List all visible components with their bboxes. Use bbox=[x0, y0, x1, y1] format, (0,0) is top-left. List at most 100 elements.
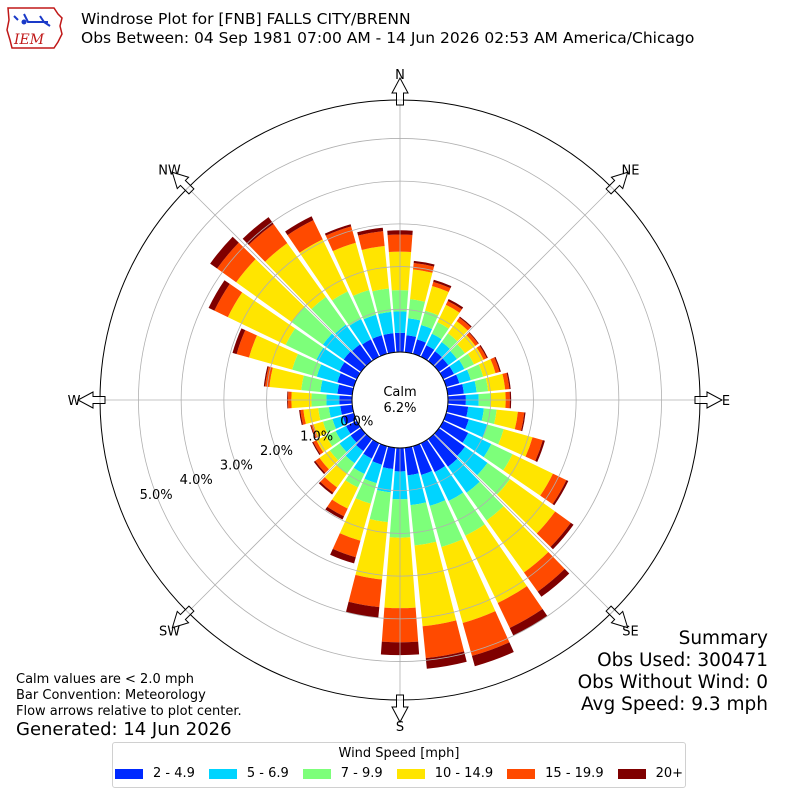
bar-segment bbox=[318, 481, 334, 495]
bar-segment bbox=[364, 461, 382, 484]
bar-segment bbox=[210, 236, 239, 269]
bar-segment bbox=[336, 455, 355, 474]
bar-segment bbox=[325, 506, 344, 520]
bar-segment bbox=[459, 316, 472, 328]
bar-segment bbox=[315, 457, 329, 473]
legend-label: 5 - 6.9 bbox=[246, 766, 289, 781]
flow-arrow-icon bbox=[76, 391, 106, 409]
bar-segment bbox=[248, 224, 288, 262]
legend-item: 2 - 4.9 bbox=[114, 766, 195, 781]
bar-segment bbox=[324, 224, 352, 236]
bar-segment bbox=[497, 479, 556, 534]
bar-segment bbox=[413, 262, 435, 273]
bar-segment bbox=[355, 518, 388, 580]
bar-segment bbox=[523, 552, 565, 592]
bar-segment bbox=[339, 362, 361, 380]
bar-segment bbox=[514, 411, 525, 431]
bar-segment bbox=[412, 339, 426, 357]
radial-tick-label: 2.0% bbox=[260, 444, 293, 459]
chart-title: Windrose Plot for [FNB] FALLS CITY/BRENN bbox=[81, 10, 411, 28]
bar-segment bbox=[428, 434, 458, 467]
bar-segment bbox=[428, 351, 442, 366]
bar-segment bbox=[429, 500, 463, 547]
bar-segment bbox=[434, 428, 465, 456]
grid-spoke bbox=[433, 187, 613, 367]
bar-segment bbox=[474, 378, 489, 393]
bar-segment bbox=[320, 477, 338, 493]
bar-segment bbox=[494, 409, 518, 430]
legend-label: 10 - 14.9 bbox=[434, 766, 494, 781]
bar-segment bbox=[345, 445, 364, 464]
flow-arrow-icon bbox=[694, 391, 724, 409]
logo-text: IEM bbox=[13, 32, 45, 48]
bar-segment bbox=[448, 492, 485, 536]
bar-segment bbox=[329, 443, 347, 461]
bar-segment bbox=[506, 372, 511, 390]
bar-segment bbox=[521, 412, 526, 432]
bar-segment bbox=[328, 405, 342, 418]
bar-segment bbox=[447, 321, 468, 342]
bar-segment bbox=[316, 347, 345, 371]
legend-swatch bbox=[114, 768, 143, 779]
bar-segment bbox=[552, 480, 569, 506]
bar-segment bbox=[313, 460, 326, 475]
bar-segment bbox=[382, 446, 396, 470]
bar-segment bbox=[339, 498, 371, 541]
legend-swatch bbox=[617, 768, 646, 779]
bar-segment bbox=[332, 480, 358, 509]
bar-segment bbox=[285, 216, 314, 236]
legend-swatch bbox=[302, 768, 331, 779]
bar-segment bbox=[377, 467, 394, 493]
bar-segment bbox=[349, 319, 371, 345]
direction-label: W bbox=[68, 394, 81, 409]
bar-segment bbox=[490, 357, 500, 374]
bar-segment bbox=[372, 335, 388, 357]
bar-segment bbox=[285, 328, 324, 360]
bar-segment bbox=[422, 620, 465, 659]
bar-segment bbox=[413, 260, 435, 267]
bar-segment bbox=[537, 568, 570, 597]
note-bar-convention: Bar Convention: Meteorology bbox=[16, 688, 206, 703]
bar-segment bbox=[441, 539, 496, 624]
bar-segment bbox=[318, 407, 331, 421]
direction-label: S bbox=[396, 720, 404, 735]
bar-segment bbox=[313, 421, 328, 437]
summary-obs-used: Obs Used: 300471 bbox=[597, 650, 768, 671]
flow-arrow-shape bbox=[391, 694, 409, 724]
bar-segment bbox=[442, 350, 458, 366]
bar-segment bbox=[299, 409, 303, 426]
bar-segment bbox=[482, 424, 504, 445]
bar-segment bbox=[406, 318, 421, 337]
generated-date: Generated: 14 Jun 2026 bbox=[16, 719, 232, 740]
bar-segment bbox=[536, 511, 571, 547]
bar-segment bbox=[433, 279, 452, 289]
flow-arrow-icon bbox=[171, 605, 195, 629]
bar-segment bbox=[383, 333, 396, 354]
bar-segment bbox=[437, 304, 460, 329]
grid-spoke bbox=[187, 433, 367, 613]
bar-segment bbox=[316, 435, 333, 453]
bar-segment bbox=[443, 374, 460, 388]
bar-segment bbox=[502, 372, 510, 390]
bar-segment bbox=[332, 291, 362, 326]
bar-segment bbox=[337, 373, 357, 388]
bar-segment bbox=[378, 311, 394, 335]
bar-segment bbox=[462, 432, 492, 458]
bar-segment bbox=[443, 412, 469, 430]
bar-segment bbox=[335, 426, 351, 441]
bar-segment bbox=[301, 375, 323, 393]
bar-segment bbox=[362, 339, 380, 361]
bar-segment bbox=[353, 453, 372, 475]
bar-segment bbox=[327, 499, 348, 517]
bar-segment bbox=[425, 285, 449, 316]
bar-segment bbox=[372, 443, 388, 465]
legend-items: 2 - 4.9 5 - 6.9 7 - 9.9 10 - 14.9 15 - 19.9 2… bbox=[113, 766, 685, 781]
bar-segment bbox=[456, 317, 471, 331]
bar-segment bbox=[324, 464, 348, 488]
calm-circle bbox=[351, 351, 449, 449]
legend-label: 2 - 4.9 bbox=[152, 766, 195, 781]
bar-segment bbox=[357, 227, 384, 236]
bar-segment bbox=[441, 333, 458, 349]
notes-block: Calm values are < 2.0 mph Bar Convention… bbox=[16, 672, 242, 720]
bar-segment bbox=[465, 524, 527, 603]
